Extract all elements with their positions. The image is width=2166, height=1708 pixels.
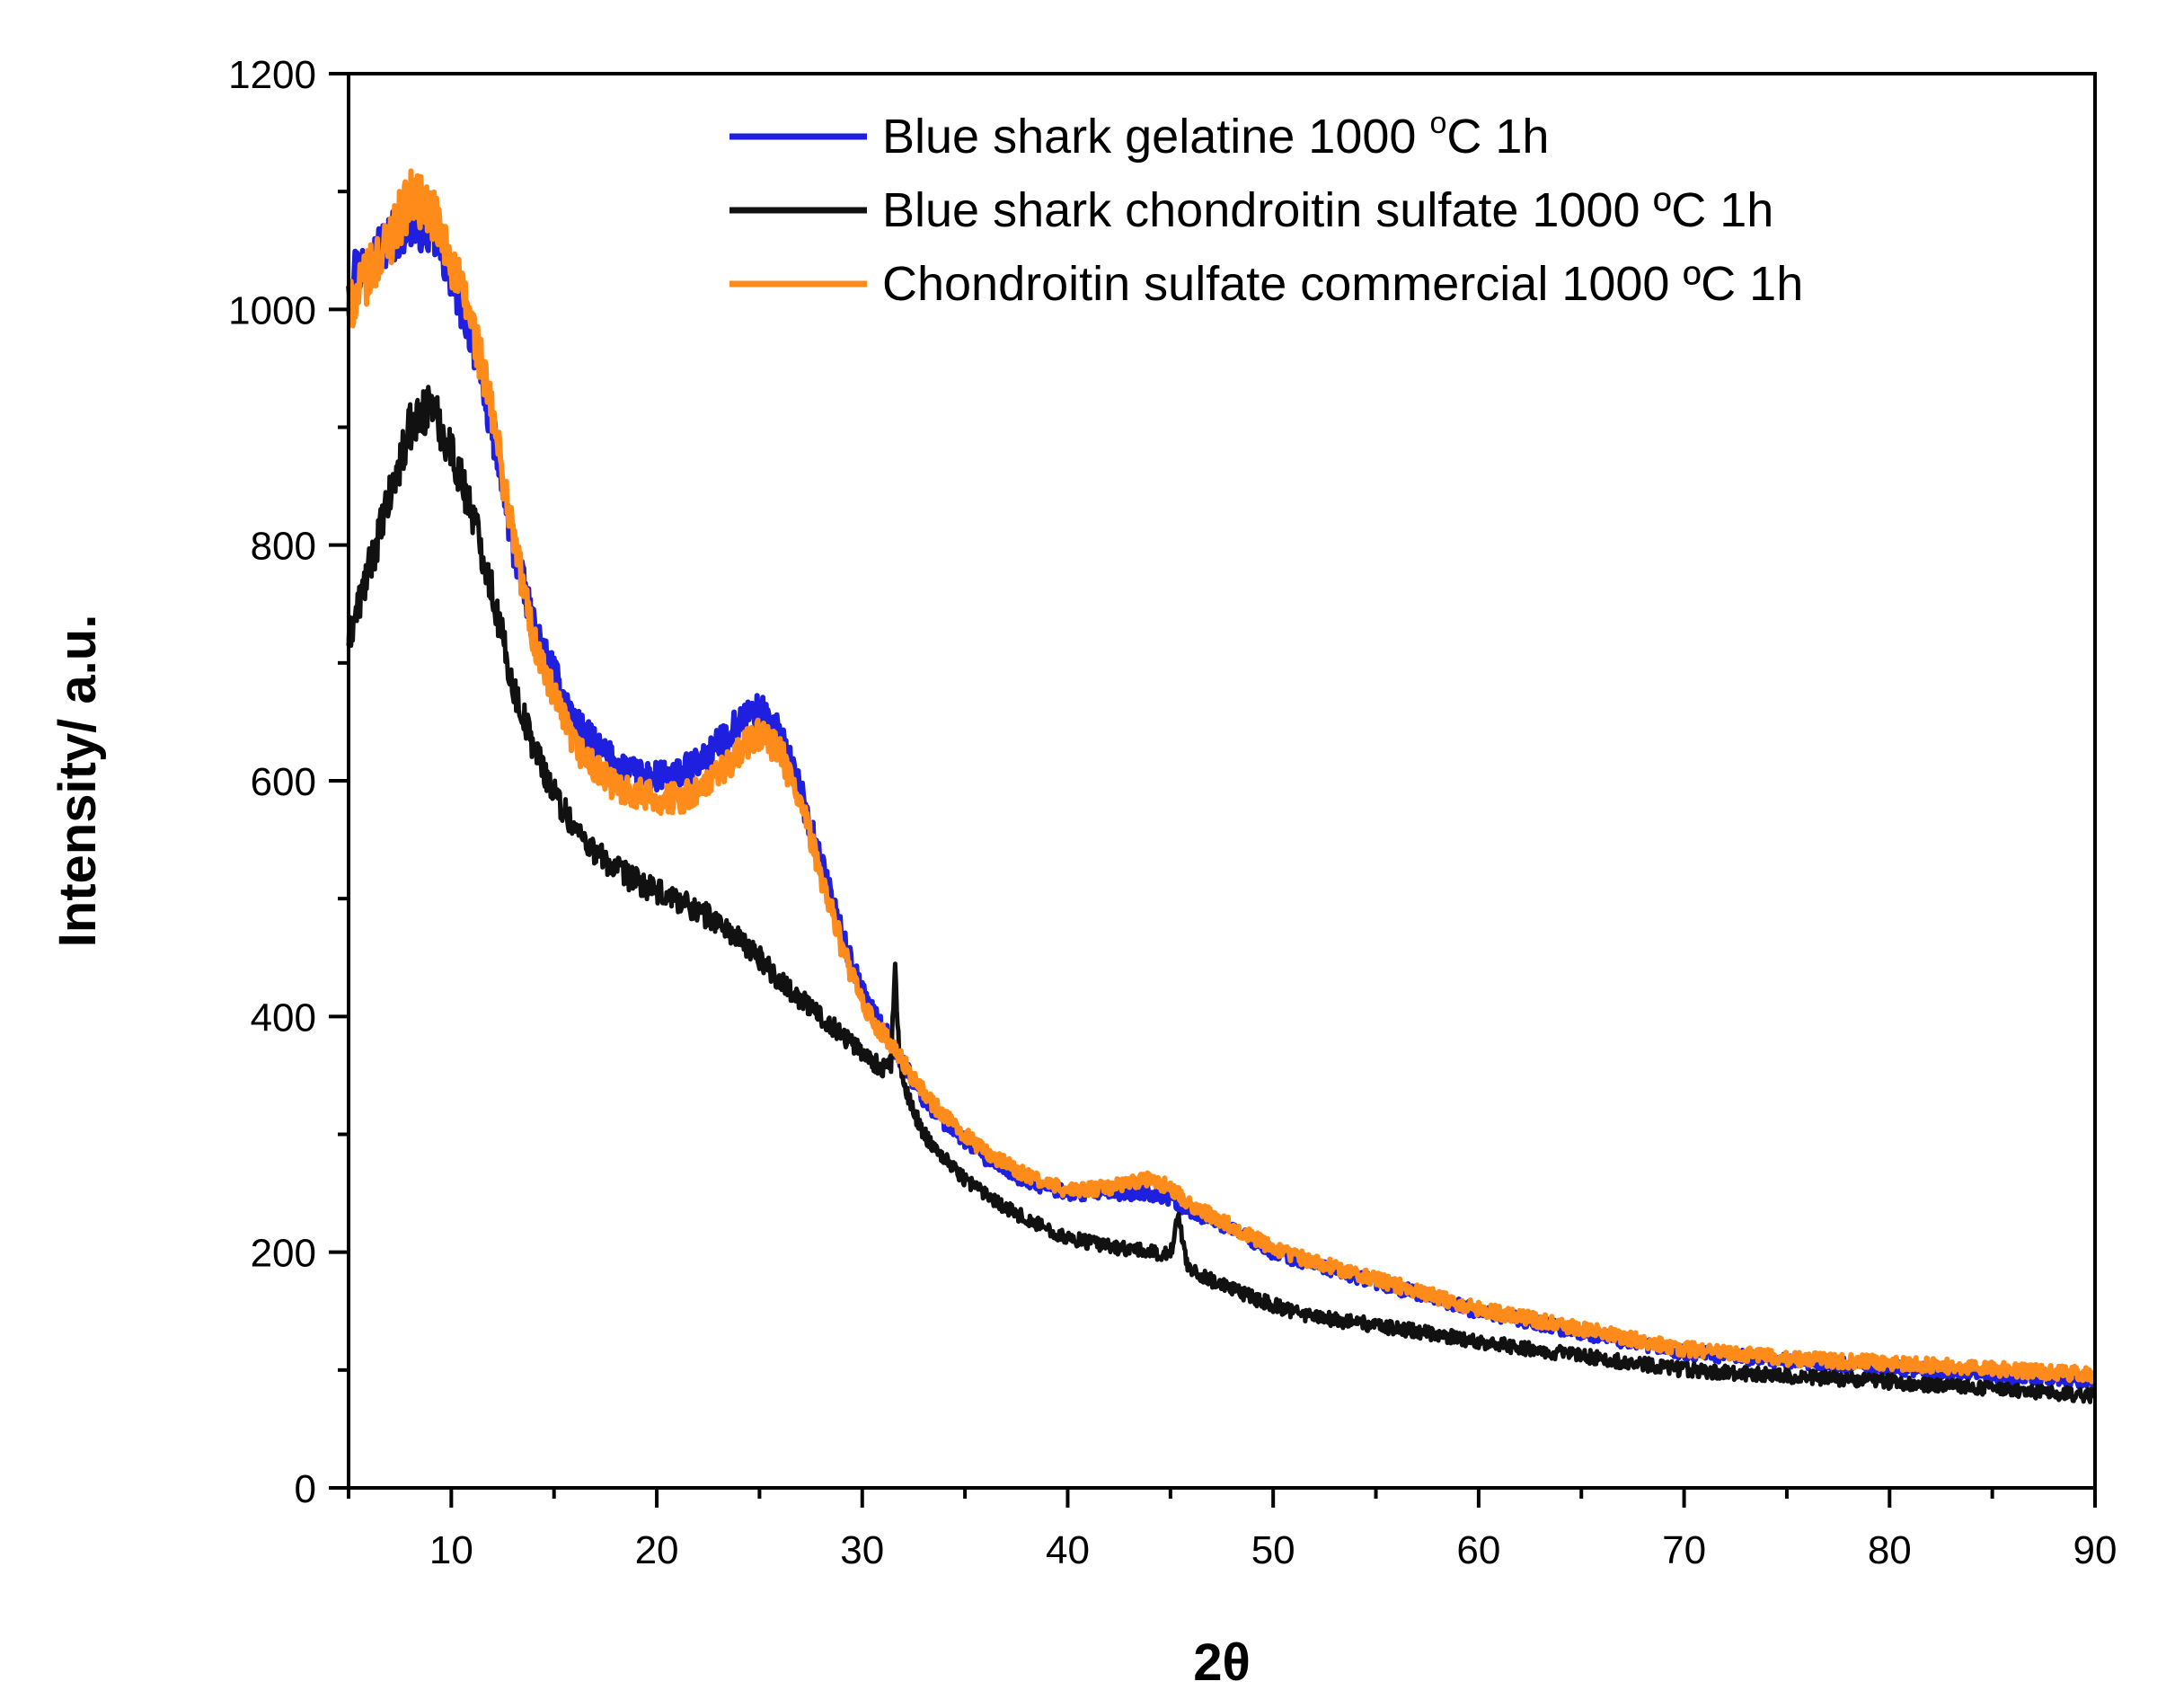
x-tick-label: 80 bbox=[1868, 1528, 1912, 1572]
series-line-3 bbox=[346, 168, 2098, 1385]
x-tick-label: 60 bbox=[1456, 1528, 1500, 1572]
labels-layer: 10 20 30 40 50 60 70 80 90 0 200 400 600 800 1000 1200 2… bbox=[49, 53, 2117, 1692]
legend-label-1: Blue shark gelatine 1000 oC 1h bbox=[882, 106, 1549, 164]
x-axis-title: 2θ bbox=[1193, 1633, 1251, 1692]
series-line-2 bbox=[346, 385, 2097, 1404]
y-tick-label: 800 bbox=[251, 525, 316, 569]
y-tick-label: 1200 bbox=[228, 53, 316, 97]
legend-label-2: Blue shark chondroitin sulfate 1000 ºC 1… bbox=[882, 183, 1773, 237]
y-tick-label: 1000 bbox=[228, 288, 316, 332]
legend-label-3: Chondroitin sulfate commercial 1000 ºC 1… bbox=[882, 257, 1803, 311]
y-tick-label: 200 bbox=[251, 1232, 316, 1276]
legend: Blue shark gelatine 1000 oC 1h Blue shark… bbox=[729, 106, 1803, 311]
x-tick-label: 30 bbox=[840, 1528, 884, 1572]
x-tick-label: 90 bbox=[2073, 1528, 2117, 1572]
axes-layer bbox=[329, 72, 2097, 1508]
x-tick-label: 10 bbox=[429, 1528, 473, 1572]
series-layer bbox=[346, 168, 2098, 1404]
x-tick-label: 40 bbox=[1046, 1528, 1090, 1572]
y-axis-title: Intensity/ a.u. bbox=[49, 615, 107, 948]
y-tick-label: 0 bbox=[295, 1467, 316, 1511]
y-tick-label: 400 bbox=[251, 996, 316, 1040]
y-tick-label: 600 bbox=[251, 760, 316, 804]
x-tick-label: 50 bbox=[1251, 1528, 1295, 1572]
x-tick-label: 70 bbox=[1662, 1528, 1706, 1572]
x-tick-label: 20 bbox=[635, 1528, 679, 1572]
